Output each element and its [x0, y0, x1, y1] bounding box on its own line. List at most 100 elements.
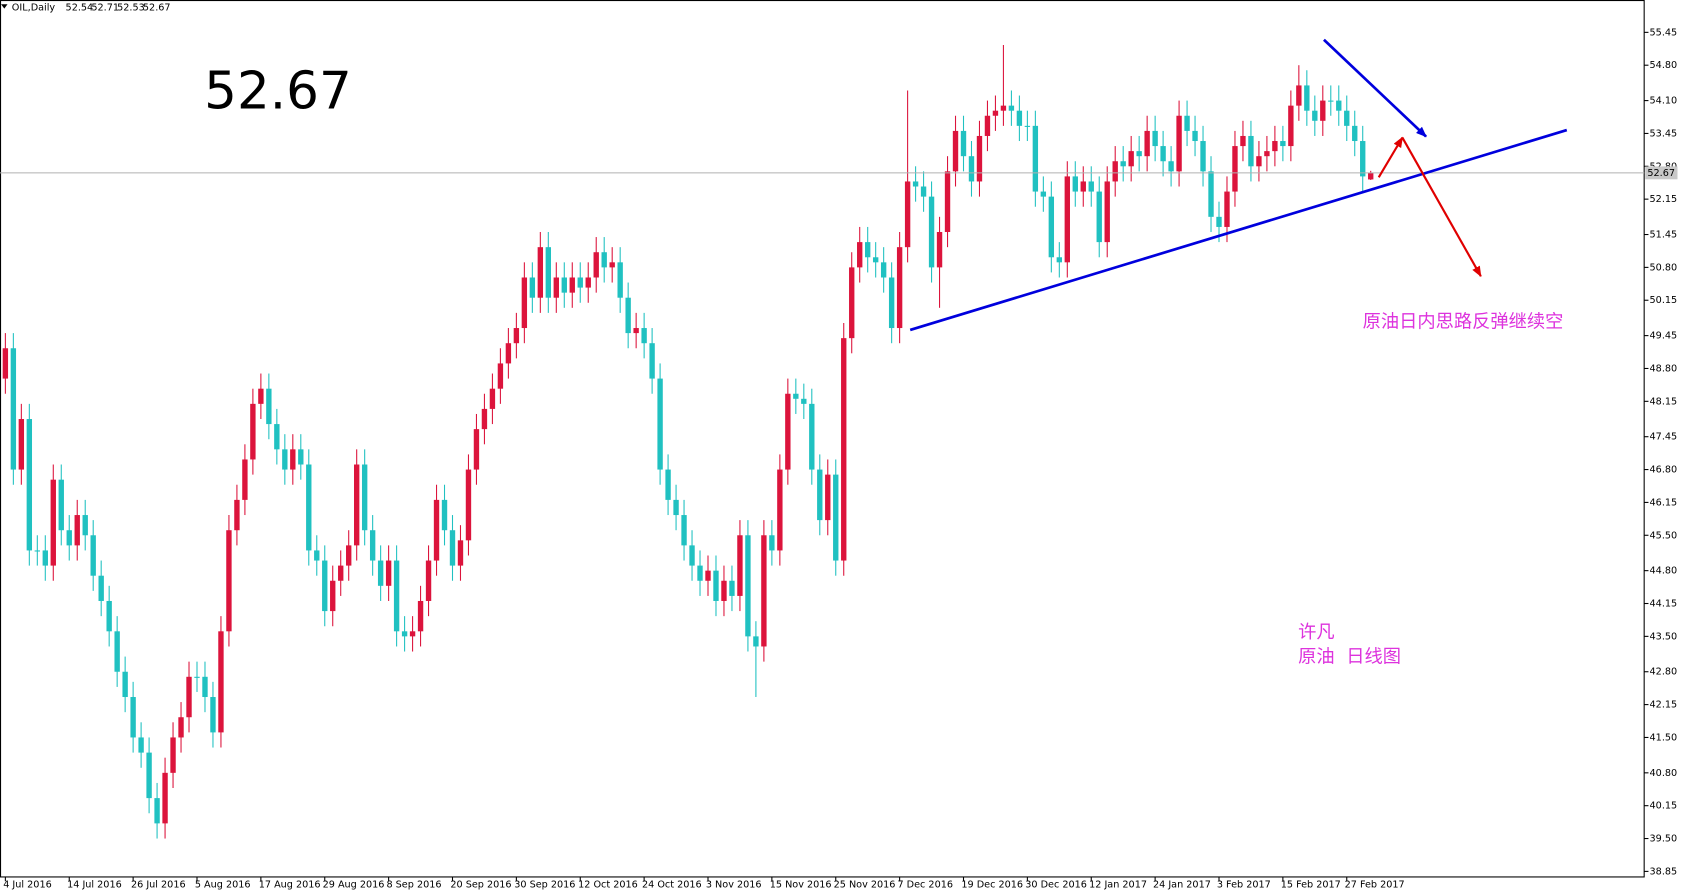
y-tick-label: 46.15	[1650, 497, 1678, 508]
candle-body	[721, 580, 727, 601]
candle-body	[457, 540, 464, 566]
candle-body	[1120, 161, 1126, 167]
candle-body	[481, 408, 488, 430]
candle-body	[641, 328, 647, 344]
candle-body	[505, 343, 512, 364]
x-tick-label: 29 Aug 2016	[323, 879, 385, 890]
candle-body	[385, 560, 392, 586]
candle-body	[186, 676, 192, 718]
candle-body	[409, 631, 416, 637]
candle-body	[1072, 176, 1078, 192]
candle-body	[497, 363, 504, 389]
candle-body	[992, 110, 999, 116]
candle-body	[809, 403, 815, 470]
candle-body	[952, 130, 959, 172]
candle-body	[817, 469, 823, 521]
candle-body	[218, 631, 224, 733]
candle-body	[872, 257, 879, 263]
y-tick-label: 52.15	[1650, 194, 1678, 205]
candle-body	[274, 424, 280, 450]
price-label: 52.67	[1647, 168, 1675, 179]
y-tick-label: 42.80	[1650, 667, 1678, 678]
candle-body	[266, 388, 272, 425]
candle-body	[545, 247, 551, 298]
candle-body	[1304, 85, 1310, 111]
candle-body	[1056, 257, 1063, 263]
candle-body	[250, 403, 256, 460]
candle-body	[473, 429, 480, 470]
candle-body	[896, 247, 903, 329]
y-tick-label: 54.10	[1650, 96, 1678, 107]
plot-frame	[0, 0, 1645, 878]
candle-body	[1368, 172, 1374, 180]
candle-body	[338, 565, 344, 581]
x-tick-label: 24 Jan 2017	[1153, 879, 1211, 890]
candle-body	[713, 570, 719, 601]
candle-body	[753, 636, 759, 647]
x-tick-label: 4 Jul 2016	[3, 879, 52, 890]
candle-body	[665, 469, 671, 500]
candle-body	[513, 328, 520, 344]
y-tick-label: 48.80	[1650, 363, 1678, 374]
candle-body	[1320, 100, 1326, 121]
candle-body	[354, 464, 360, 546]
candle-body	[130, 697, 136, 738]
candle-body	[489, 388, 496, 409]
candle-body	[433, 499, 440, 561]
x-tick-label: 12 Oct 2016	[578, 879, 638, 890]
y-tick-label: 43.50	[1650, 631, 1678, 642]
header-close: 52.67	[143, 3, 171, 14]
x-tick-label: 14 Jul 2016	[67, 879, 122, 890]
candle-body	[401, 631, 408, 637]
y-tick-label: 45.50	[1650, 530, 1678, 541]
candle-body	[234, 499, 240, 531]
candle-body	[114, 631, 120, 672]
marks: 55.4554.8054.1053.4552.8052.1551.4550.80…	[0, 27, 1678, 890]
candle-body	[306, 464, 312, 551]
candle-body	[194, 676, 200, 678]
y-tick-label: 50.80	[1650, 262, 1678, 273]
candle-body	[314, 550, 320, 561]
candle-body	[90, 535, 96, 576]
candle-body	[1360, 141, 1366, 177]
y-tick-label: 50.15	[1650, 295, 1678, 306]
candle-body	[242, 459, 248, 500]
candle-body	[865, 242, 871, 258]
x-tick-label: 3 Feb 2017	[1217, 879, 1271, 890]
candle-body	[1088, 181, 1094, 192]
candle-body	[1280, 141, 1286, 147]
candle-body	[441, 499, 448, 531]
candle-body	[1264, 151, 1270, 157]
y-tick-label: 42.15	[1650, 700, 1678, 711]
candle-body	[960, 130, 967, 157]
candle-body	[944, 171, 951, 233]
candle-body	[282, 449, 288, 470]
candle-body	[673, 499, 679, 516]
y-tick-label: 38.85	[1650, 866, 1678, 877]
candle-body	[625, 297, 631, 334]
candle-body	[82, 515, 88, 536]
x-tick-label: 20 Sep 2016	[450, 879, 511, 890]
candle-body	[928, 196, 935, 268]
candle-body	[849, 267, 855, 339]
x-tick-label: 15 Feb 2017	[1281, 879, 1341, 890]
candle-body	[106, 600, 112, 632]
candle-body	[1232, 146, 1238, 192]
candle-body	[1312, 110, 1318, 121]
candle-body	[577, 277, 583, 288]
annotation: 原油日内思路反弹继续空	[1363, 311, 1564, 332]
candle-body	[705, 570, 711, 581]
candle-body	[1008, 105, 1015, 111]
candle-body	[1288, 105, 1294, 147]
y-tick-label: 46.80	[1650, 465, 1678, 476]
x-tick-label: 26 Jul 2016	[131, 879, 186, 890]
candle-body	[793, 393, 799, 399]
candle-body	[697, 565, 703, 581]
candle-body	[585, 277, 591, 288]
candle-body	[1064, 176, 1070, 263]
candle-body	[425, 560, 432, 601]
candle-body	[1032, 125, 1039, 192]
candle-body	[449, 530, 456, 566]
candle-body	[1024, 125, 1031, 127]
